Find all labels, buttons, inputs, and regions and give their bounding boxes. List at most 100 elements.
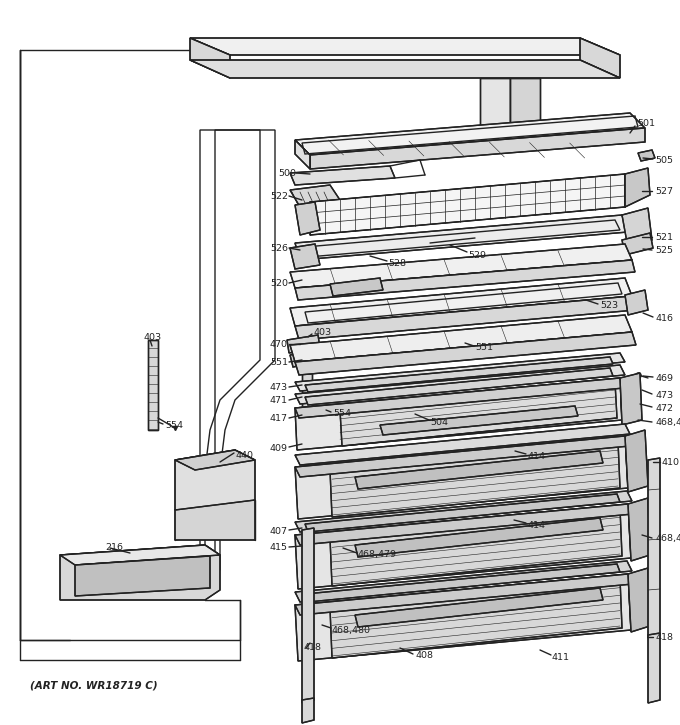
- Text: 504: 504: [430, 418, 448, 426]
- Polygon shape: [625, 430, 648, 492]
- Polygon shape: [460, 128, 560, 138]
- Polygon shape: [190, 60, 620, 78]
- Polygon shape: [295, 140, 310, 169]
- Text: 473: 473: [655, 391, 673, 399]
- Polygon shape: [310, 128, 645, 169]
- Polygon shape: [302, 528, 314, 703]
- Polygon shape: [480, 338, 514, 355]
- Text: 418: 418: [303, 644, 321, 652]
- Text: 551: 551: [475, 342, 493, 352]
- Polygon shape: [295, 113, 645, 155]
- Text: 527: 527: [655, 186, 673, 196]
- Polygon shape: [295, 296, 636, 340]
- Polygon shape: [60, 545, 220, 600]
- Polygon shape: [295, 378, 624, 418]
- Text: 554: 554: [165, 420, 183, 429]
- Polygon shape: [295, 504, 631, 589]
- Text: 501: 501: [637, 118, 655, 128]
- Polygon shape: [330, 508, 622, 586]
- Polygon shape: [290, 350, 322, 367]
- Text: 525: 525: [655, 246, 673, 254]
- Polygon shape: [310, 174, 625, 235]
- Polygon shape: [355, 451, 603, 489]
- Polygon shape: [355, 518, 603, 557]
- Text: 505: 505: [655, 155, 673, 165]
- Polygon shape: [290, 278, 632, 326]
- Text: 414: 414: [527, 452, 545, 460]
- Polygon shape: [295, 561, 632, 602]
- Polygon shape: [148, 340, 158, 430]
- Polygon shape: [305, 494, 620, 532]
- Polygon shape: [295, 504, 633, 545]
- Text: (ART NO. WR18719 C): (ART NO. WR18719 C): [30, 680, 158, 690]
- Polygon shape: [295, 332, 636, 375]
- Polygon shape: [290, 315, 632, 362]
- Polygon shape: [290, 244, 632, 288]
- Polygon shape: [580, 38, 620, 78]
- Polygon shape: [190, 38, 230, 78]
- Polygon shape: [295, 215, 628, 260]
- Text: 468,479: 468,479: [655, 418, 680, 426]
- Polygon shape: [305, 357, 613, 392]
- Text: 416: 416: [655, 313, 673, 323]
- Polygon shape: [330, 441, 620, 517]
- Text: 415: 415: [270, 544, 288, 552]
- Polygon shape: [510, 78, 540, 130]
- Polygon shape: [290, 166, 395, 185]
- Text: 418: 418: [655, 634, 673, 642]
- Polygon shape: [305, 564, 620, 602]
- Text: 468,479: 468,479: [358, 550, 397, 560]
- Text: 522: 522: [270, 191, 288, 201]
- Text: 403: 403: [143, 333, 161, 341]
- Polygon shape: [625, 290, 648, 315]
- Polygon shape: [295, 260, 635, 300]
- Polygon shape: [60, 545, 220, 565]
- Polygon shape: [380, 406, 578, 435]
- Polygon shape: [330, 578, 622, 658]
- Text: 472: 472: [655, 404, 673, 413]
- Polygon shape: [295, 574, 633, 615]
- Polygon shape: [355, 588, 603, 627]
- Polygon shape: [295, 353, 625, 391]
- Text: 554: 554: [333, 408, 351, 418]
- Text: 523: 523: [600, 300, 618, 310]
- Text: 521: 521: [655, 233, 673, 241]
- Polygon shape: [295, 574, 631, 661]
- Text: 529: 529: [468, 251, 486, 260]
- Polygon shape: [295, 436, 630, 477]
- Polygon shape: [305, 368, 613, 405]
- Text: 403: 403: [314, 328, 332, 336]
- Polygon shape: [648, 458, 660, 638]
- Text: 528: 528: [388, 259, 406, 268]
- Polygon shape: [75, 556, 210, 596]
- Polygon shape: [290, 185, 340, 207]
- Text: 411: 411: [552, 652, 570, 661]
- Polygon shape: [648, 633, 660, 703]
- Text: 417: 417: [270, 413, 288, 423]
- Polygon shape: [295, 436, 628, 519]
- Polygon shape: [295, 365, 625, 404]
- Polygon shape: [190, 38, 620, 55]
- Polygon shape: [295, 424, 630, 465]
- Polygon shape: [302, 698, 314, 723]
- Text: 470: 470: [270, 339, 288, 349]
- Polygon shape: [628, 568, 650, 632]
- Text: 407: 407: [270, 526, 288, 536]
- Polygon shape: [302, 330, 312, 420]
- Polygon shape: [628, 498, 650, 561]
- Text: 500: 500: [278, 168, 296, 178]
- Text: 468,480: 468,480: [332, 626, 371, 634]
- Text: 551: 551: [270, 357, 288, 367]
- Polygon shape: [340, 382, 617, 446]
- Polygon shape: [295, 202, 320, 235]
- Text: 440: 440: [235, 450, 253, 460]
- Text: 216: 216: [105, 544, 123, 552]
- Text: 469: 469: [655, 373, 673, 383]
- Polygon shape: [287, 335, 320, 353]
- Polygon shape: [625, 168, 650, 207]
- Polygon shape: [622, 208, 652, 248]
- Polygon shape: [175, 450, 255, 510]
- Text: 468,480: 468,480: [655, 534, 680, 542]
- Text: 526: 526: [270, 244, 288, 252]
- Text: 408: 408: [415, 652, 433, 660]
